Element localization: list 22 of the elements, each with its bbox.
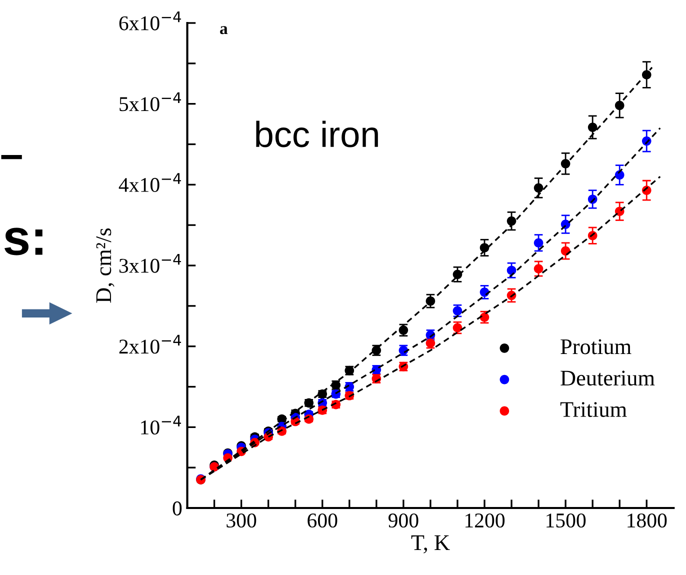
x-tick-label: 1200 xyxy=(466,513,505,528)
annotation: a xyxy=(220,26,228,34)
x-axis-title: T, K xyxy=(411,535,450,554)
legend-label: Protium xyxy=(560,339,632,354)
x-tick-label: 300 xyxy=(226,513,256,528)
text: s: xyxy=(4,228,42,256)
y-tick-label: 3x10$^{−4}$ xyxy=(119,254,182,273)
annotation: bcc iron xyxy=(256,120,378,148)
y-tick-label: 2x10$^{−4}$ xyxy=(119,334,182,354)
x-tick-label: 1800 xyxy=(628,513,667,528)
text: – xyxy=(1,154,22,160)
legend-label: Deuterium xyxy=(560,370,655,386)
x-tick-label: 900 xyxy=(388,513,418,528)
x-tick-label: 600 xyxy=(308,513,338,528)
y-tick-label: 0 xyxy=(172,501,182,516)
y-axis-title: D, cm²/s xyxy=(96,228,114,303)
y-tick-label: 5x10$^{−4}$ xyxy=(120,92,182,112)
y-tick-label: 6x10$^{−4}$ xyxy=(119,12,182,30)
y-tick-label: 4x10$^{−4}$ xyxy=(118,173,182,192)
legend-label: Tritium xyxy=(560,402,627,418)
y-tick-label: 10$^{−4}$ xyxy=(141,416,182,434)
x-tick-label: 1500 xyxy=(546,513,586,528)
